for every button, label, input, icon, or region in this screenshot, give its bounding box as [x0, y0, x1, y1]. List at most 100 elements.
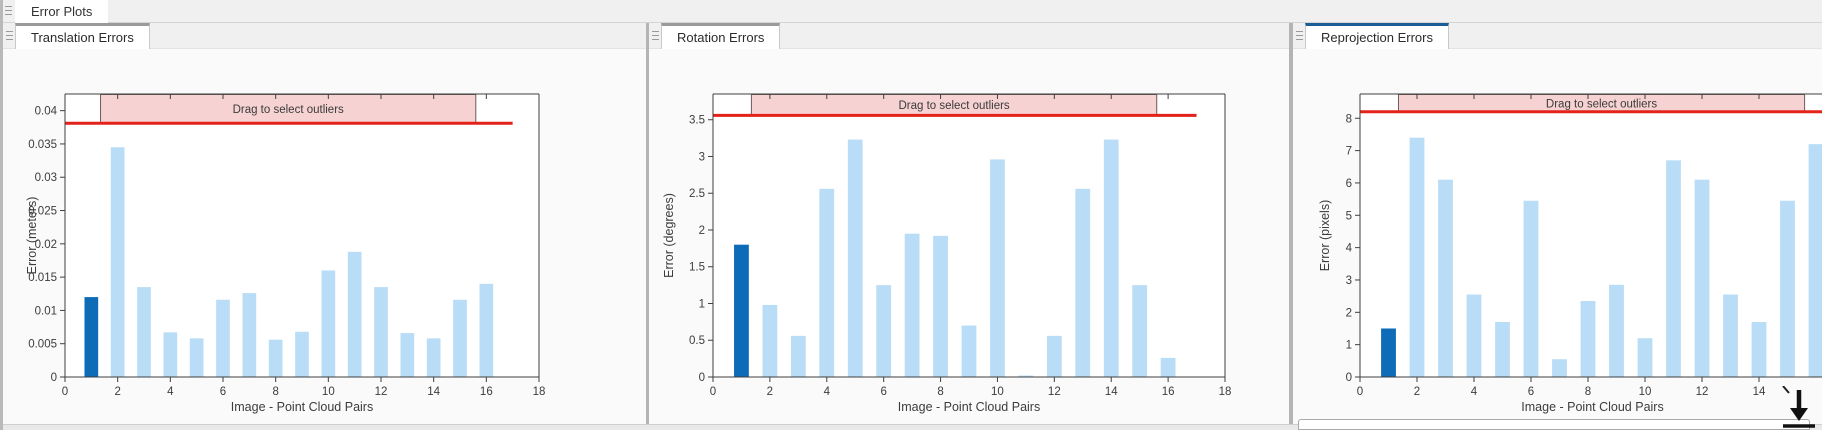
error-bar: [1609, 284, 1624, 377]
y-tick-label: 2: [699, 225, 705, 237]
y-axis-title: Error (pixels): [1318, 200, 1332, 272]
error-bar: [1103, 139, 1119, 377]
y-tick-label: 6: [1346, 178, 1352, 190]
error-bar: [1160, 357, 1176, 377]
y-tick-label: 0: [699, 372, 705, 384]
error-bar: [876, 285, 892, 377]
drag-select-region[interactable]: [100, 94, 477, 124]
error-bar: [1438, 179, 1453, 377]
y-tick-label: 0.01: [35, 305, 57, 317]
y-tick-label: 3: [1346, 275, 1352, 287]
y-axis-title: Error (meters): [25, 197, 39, 275]
panel-splitter[interactable]: [646, 23, 649, 430]
x-axis-title: Image - Point Cloud Pairs: [231, 400, 373, 414]
tab-reprojection-errors-label: Reprojection Errors: [1321, 30, 1433, 45]
x-tick-label: 16: [480, 386, 493, 398]
x-axis-title: Image - Point Cloud Pairs: [1521, 400, 1663, 414]
panel-rotation-errors: Rotation Errors Drag to select outliers 0…: [649, 23, 1289, 430]
y-tick-label: 1.5: [689, 262, 705, 274]
error-bar: [321, 270, 336, 377]
y-tick-label: 5: [1346, 210, 1352, 222]
x-tick-label: 14: [1753, 386, 1766, 398]
error-bar: [1552, 359, 1567, 377]
error-bar: [933, 235, 948, 377]
panel-splitter[interactable]: [1289, 23, 1293, 430]
error-bar: [479, 283, 494, 377]
error-bar: [1075, 188, 1091, 377]
tab-error-plots-label: Error Plots: [31, 4, 93, 19]
error-bar: [1018, 375, 1034, 377]
error-bar: [1723, 294, 1738, 377]
x-tick-label: 4: [824, 386, 831, 398]
x-tick-label: 6: [220, 386, 226, 398]
translation-errors-chart: Drag to select outliers 0 2 4 6 8 10 12 14 16 18 0 0…: [3, 49, 646, 430]
error-bar: [847, 139, 863, 377]
tab-reprojection-errors[interactable]: Reprojection Errors: [1305, 23, 1449, 49]
y-tick-label: 0: [1346, 372, 1352, 384]
x-tick-label: 12: [1048, 386, 1061, 398]
error-bar: [1466, 294, 1482, 377]
error-bar: [163, 332, 178, 377]
y-axis-title: Error (degrees): [662, 193, 676, 278]
panel-tab-bar: Reprojection Errors: [1293, 23, 1822, 49]
y-tick-label: 3: [699, 151, 705, 163]
tab-error-plots[interactable]: Error Plots: [15, 0, 109, 23]
error-bar: [453, 299, 467, 377]
x-tick-label: 8: [1585, 386, 1591, 398]
error-bar: [137, 287, 151, 377]
error-bar: [110, 147, 125, 377]
y-tick-label: 2: [1346, 307, 1352, 319]
x-tick-label: 2: [114, 386, 120, 398]
x-tick-label: 10: [322, 386, 335, 398]
error-bar: [1666, 160, 1681, 377]
x-tick-label: 18: [533, 386, 546, 398]
y-tick-label: 0.03: [35, 172, 57, 184]
drag-grip-icon[interactable]: [5, 6, 12, 17]
y-tick-label: 1: [1346, 340, 1352, 352]
drag-grip-icon[interactable]: [1296, 31, 1303, 42]
error-bar: [1495, 322, 1510, 377]
x-tick-label: 4: [167, 386, 174, 398]
x-tick-label: 8: [937, 386, 943, 398]
y-tick-label: 0.035: [28, 139, 57, 151]
window-bottom-edge: [3, 424, 1822, 430]
error-bar-selected: [734, 244, 749, 377]
error-bar: [990, 159, 1005, 377]
drag-grip-icon[interactable]: [652, 31, 659, 42]
error-bar: [1808, 144, 1822, 377]
y-tick-label: 0: [51, 372, 57, 384]
panel-bottom-scrollbar[interactable]: [1298, 419, 1810, 430]
error-bar: [189, 338, 204, 377]
reprojection-errors-chart: Drag to select outliers 0 2 4 6 8 10 12 14 0 1 2 3 4 5…: [1293, 49, 1822, 430]
error-bar-selected: [1381, 328, 1396, 377]
x-tick-label: 10: [991, 386, 1004, 398]
x-tick-label: 16: [1162, 386, 1175, 398]
x-tick-label: 12: [1696, 386, 1709, 398]
error-bar: [1523, 200, 1539, 377]
rotation-errors-chart: Drag to select outliers 0 2 4 6 8 10 12 14 16 18 0 0…: [649, 49, 1289, 430]
tab-rotation-errors[interactable]: Rotation Errors: [661, 23, 781, 49]
x-tick-label: 14: [427, 386, 440, 398]
tab-translation-errors[interactable]: Translation Errors: [15, 23, 150, 49]
error-bar: [400, 333, 415, 377]
x-tick-label: 4: [1471, 386, 1478, 398]
error-bar: [904, 233, 920, 377]
translation-errors-plot: Drag to select outliers 0 2 4 6 8 10 12 14 16 18 0 0…: [25, 93, 546, 414]
error-bar: [1694, 179, 1710, 377]
y-tick-label: 1: [699, 298, 705, 310]
panel-tab-bar: Rotation Errors: [649, 23, 1289, 49]
x-tick-label: 0: [710, 386, 716, 398]
y-tick-label: 2.5: [689, 188, 705, 200]
error-bar: [1580, 300, 1596, 377]
drag-grip-icon[interactable]: [6, 31, 13, 42]
y-tick-label: 0.015: [28, 272, 57, 284]
x-tick-label: 6: [1528, 386, 1534, 398]
drag-region-label: Drag to select outliers: [1546, 98, 1657, 110]
x-tick-label: 6: [880, 386, 886, 398]
error-bar: [1046, 335, 1062, 377]
y-tick-label: 0.005: [28, 339, 57, 351]
down-arrow-cursor-icon: [1782, 386, 1815, 428]
